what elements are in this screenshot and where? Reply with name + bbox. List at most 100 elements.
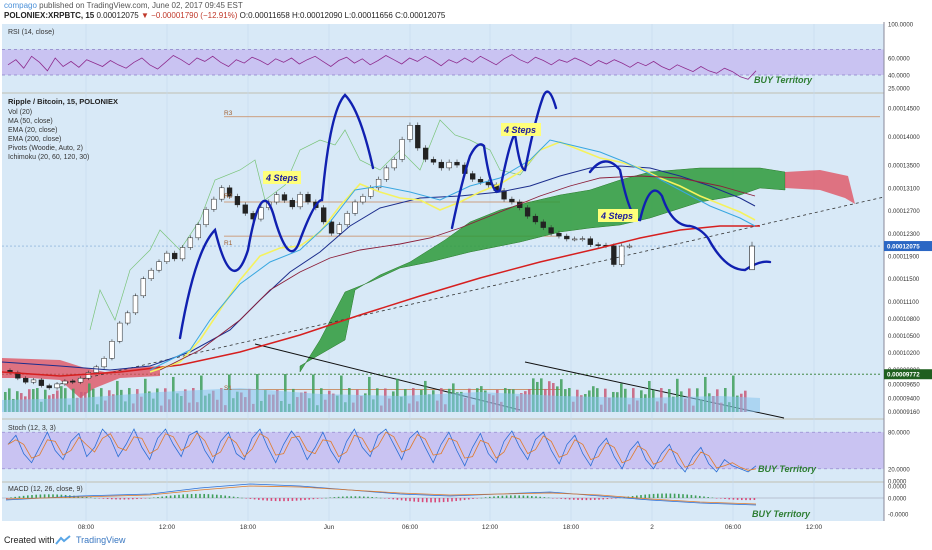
stoch-title: Stoch (12, 3, 3) (8, 425, 56, 432)
ema-20-line (149, 141, 756, 373)
candle-body (70, 380, 76, 383)
macd-hist-bar (568, 498, 571, 500)
price-y-tick: 0.00014000 (888, 135, 920, 141)
stoch-y-tick: 20.0000 (888, 467, 910, 473)
candle-body (62, 380, 68, 385)
macd-hist-bar (43, 494, 46, 498)
x-tick-label: 08:00 (78, 524, 95, 530)
macd-hist-bar (228, 496, 231, 498)
price-y-tick: 0.00010800 (888, 317, 920, 323)
macd-hist-bar (220, 495, 222, 498)
publish-line: compago published on TradingView.com, Ju… (4, 1, 243, 10)
symbol-label: POLONIEX:XRPBTC, 15 (4, 11, 95, 20)
macd-hist-bar (417, 498, 420, 502)
macd-hist-bar (321, 498, 323, 499)
macd-hist-bar (455, 498, 457, 502)
pivot-r3: R3 (224, 110, 233, 117)
macd-hist-bar (216, 494, 218, 498)
macd-hist-bar (556, 498, 558, 499)
ohlc-line: POLONIEX:XRPBTC, 15 0.00012075 ▼ −0.0000… (4, 11, 445, 20)
macd-hist-bar (489, 496, 491, 498)
stoch-buy-territory: BUY Territory (758, 464, 817, 474)
current-candle-body (749, 245, 755, 271)
macd-hist-bar (732, 498, 735, 500)
x-tick-label: 18:00 (240, 524, 257, 530)
candle-body (375, 179, 382, 189)
macd-hist-bar (573, 498, 575, 500)
candle-body (242, 204, 248, 214)
indicator-ma50: MA (50, close) (8, 118, 53, 125)
macd-hist-bar (291, 498, 294, 501)
macd-hist-bar (631, 496, 634, 498)
macd-hist-bar (287, 498, 289, 502)
macd-hist-bar (678, 493, 680, 498)
macd-hist-bar (594, 498, 596, 500)
candle-body (470, 173, 476, 180)
candle-body (509, 198, 515, 203)
macd-hist-bar (266, 498, 268, 501)
macd-hist-bar (94, 497, 96, 499)
macd-hist-bar (615, 498, 617, 499)
macd-y-tick: -0.0000 (888, 513, 909, 519)
macd-hist-bar (300, 498, 302, 501)
macd-hist-bar (602, 498, 604, 500)
macd-hist-bar (52, 494, 54, 498)
macd-hist-bar (14, 496, 16, 498)
candle-body (101, 358, 107, 368)
candle-body (38, 379, 45, 386)
macd-hist-bar (161, 496, 163, 498)
macd-hist-bar (253, 498, 256, 500)
macd-hist-bar (375, 497, 378, 498)
macd-hist-bar (350, 496, 352, 498)
macd-hist-bar (505, 495, 508, 498)
macd-hist-bar (447, 498, 449, 502)
macd-hist-bar (224, 495, 226, 498)
macd-hist-bar (405, 498, 407, 501)
last-price-box (884, 241, 932, 252)
candle-body (360, 196, 366, 203)
macd-hist-bar (510, 495, 512, 498)
wave-up-2 (450, 90, 558, 230)
tradingview-brand[interactable]: TradingView (76, 535, 126, 545)
trend-line-dashed (59, 196, 885, 385)
macd-hist-bar (581, 498, 583, 501)
author-link[interactable]: compago (4, 1, 37, 10)
macd-title: MACD (12, 26, close, 9) (8, 486, 83, 493)
candle-body (524, 207, 531, 217)
macd-hist-bar (753, 498, 756, 500)
macd-hist-bar (686, 494, 688, 498)
macd-hist-bar (451, 498, 453, 502)
macd-hist-bar (442, 498, 445, 503)
chart-canvas[interactable]: RSI (14, close) BUY Territory Ripple / B… (0, 22, 932, 530)
macd-hist-bar (413, 498, 415, 502)
macd-hist-bar (484, 497, 487, 498)
candle-body (556, 233, 562, 237)
macd-hist-bar (127, 498, 130, 500)
macd-hist-bar (90, 497, 92, 499)
annot-box-2 (501, 123, 541, 136)
low-value: L:0.00011656 (344, 11, 393, 20)
macd-hist-bar (56, 494, 58, 498)
price-y-tick: 0.00012700 (888, 209, 920, 215)
macd-hist-bar (232, 496, 235, 498)
x-tick-label: 18:00 (563, 524, 580, 530)
price-y-tick: 0.00011500 (888, 277, 920, 283)
candle-body (203, 209, 209, 225)
macd-hist-bar (174, 495, 176, 498)
candle-body (438, 161, 444, 169)
rsi-y-tick: 100.0000 (888, 23, 914, 29)
macd-hist-bar (552, 498, 554, 499)
stoch-y-tick: 0.0000 (888, 480, 907, 486)
macd-hist-bar (279, 498, 281, 502)
candle-body (619, 245, 625, 265)
macd-hist-bar (644, 494, 646, 498)
candle-body (446, 161, 452, 169)
x-tick-label: Jun (324, 524, 335, 530)
macd-hist-bar (136, 498, 138, 500)
macd-hist-bar (598, 498, 600, 500)
annot-4-steps-2: 4 Steps (503, 125, 536, 135)
x-tick-label: 12:00 (806, 524, 823, 530)
ichimoku-chikou (89, 119, 541, 331)
macd-hist-bar (274, 498, 277, 502)
macd-hist-bar (379, 497, 382, 499)
